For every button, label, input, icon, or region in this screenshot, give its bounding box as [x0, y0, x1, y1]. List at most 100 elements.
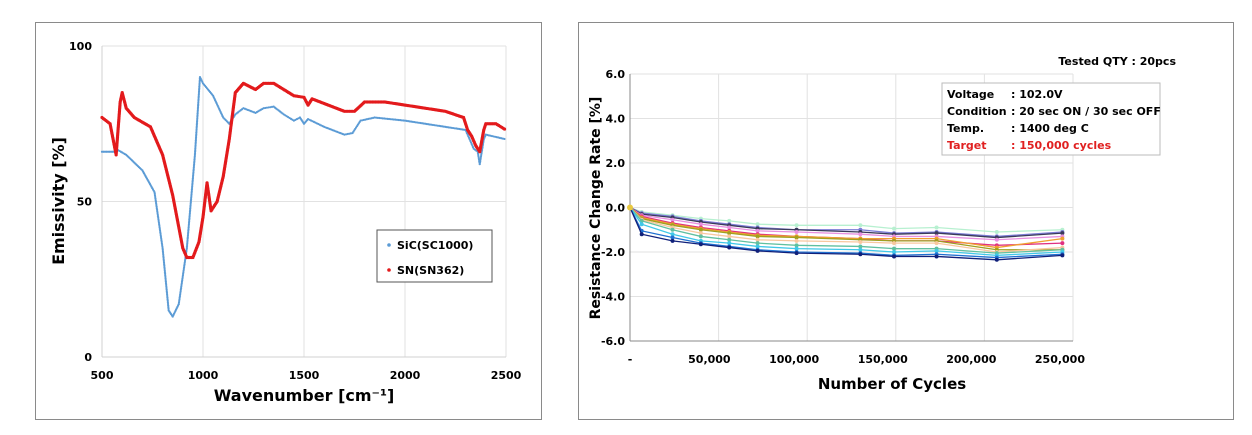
data-point — [164, 280, 167, 283]
data-point — [164, 282, 168, 285]
data-point — [670, 227, 675, 232]
data-point — [187, 228, 190, 231]
data-point — [188, 215, 191, 218]
data-point — [386, 117, 389, 120]
data-point — [164, 278, 167, 282]
data-point — [195, 126, 198, 129]
data-point — [755, 228, 760, 233]
data-point — [162, 259, 165, 263]
data-point — [186, 237, 189, 240]
data-point — [191, 185, 194, 188]
data-point — [755, 244, 760, 249]
data-point — [265, 106, 269, 109]
data-point — [387, 117, 391, 121]
data-point — [376, 116, 379, 119]
data-point — [373, 116, 376, 119]
data-point — [102, 150, 105, 153]
data-point — [194, 141, 197, 144]
data-point — [994, 257, 999, 262]
data-point — [192, 169, 195, 172]
data-point — [100, 150, 104, 153]
data-point — [399, 119, 402, 122]
data-point — [1060, 236, 1065, 241]
data-point — [197, 104, 200, 107]
data-point — [383, 117, 386, 120]
data-point — [197, 101, 200, 104]
data-point — [892, 241, 897, 246]
data-point — [193, 155, 196, 158]
data-point — [195, 133, 198, 136]
legend-box — [376, 229, 493, 283]
origin-point — [627, 204, 633, 211]
data-point — [167, 307, 170, 310]
series-line — [629, 207, 1063, 261]
data-point — [193, 153, 197, 156]
data-point — [858, 244, 863, 249]
y-tick-label: 4.0 — [606, 113, 626, 126]
data-point — [794, 243, 799, 248]
data-point — [162, 256, 165, 259]
series-line — [629, 207, 1063, 259]
data-point — [192, 166, 195, 169]
data-point — [167, 306, 170, 309]
data-point — [189, 201, 192, 204]
x-tick-label: 500 — [91, 369, 114, 382]
data-point — [166, 299, 169, 302]
data-point — [727, 218, 732, 223]
data-point — [194, 137, 198, 141]
data-point — [794, 223, 799, 228]
data-point — [934, 225, 939, 230]
data-point — [198, 88, 201, 91]
data-point — [161, 250, 165, 253]
data-point — [165, 288, 168, 291]
data-point — [892, 250, 897, 254]
data-point — [167, 304, 170, 307]
data-point — [934, 254, 939, 259]
info-box — [941, 82, 1161, 156]
legend-marker — [387, 268, 391, 272]
data-point — [639, 232, 644, 237]
data-point — [934, 241, 939, 246]
data-point — [189, 204, 192, 207]
data-point — [755, 234, 760, 239]
data-point — [191, 175, 195, 179]
data-point — [503, 137, 506, 141]
data-point — [397, 118, 400, 122]
series-line — [629, 207, 1063, 254]
data-point — [193, 158, 196, 161]
data-point — [187, 223, 190, 226]
data-point — [189, 207, 192, 210]
data-point — [755, 237, 760, 242]
data-point — [198, 82, 201, 85]
x-axis-title: Number of Cycles — [818, 375, 966, 393]
data-point — [794, 251, 799, 256]
emissivity-chart-panel — [35, 22, 542, 420]
series-line — [629, 206, 1063, 239]
data-point — [190, 194, 193, 198]
data-point — [727, 241, 732, 246]
x-tick-label: 200,000 — [946, 353, 996, 366]
data-point — [727, 245, 732, 250]
data-point — [892, 254, 897, 259]
data-point — [394, 118, 397, 121]
data-point — [166, 301, 169, 304]
data-point — [161, 248, 164, 251]
data-point — [161, 251, 165, 255]
data-point — [103, 150, 107, 153]
data-point — [186, 243, 189, 247]
data-point — [186, 235, 189, 239]
data-point — [402, 119, 405, 122]
data-point — [191, 182, 194, 185]
data-point — [186, 234, 190, 237]
data-point — [194, 148, 197, 152]
data-point — [165, 291, 169, 294]
data-point — [698, 222, 703, 227]
data-point — [197, 99, 200, 103]
data-point — [187, 226, 190, 229]
data-point — [161, 247, 164, 250]
data-point — [197, 95, 200, 98]
data-point — [186, 240, 189, 243]
data-point — [196, 109, 199, 112]
x-tick-label: 250,000 — [1035, 353, 1085, 366]
